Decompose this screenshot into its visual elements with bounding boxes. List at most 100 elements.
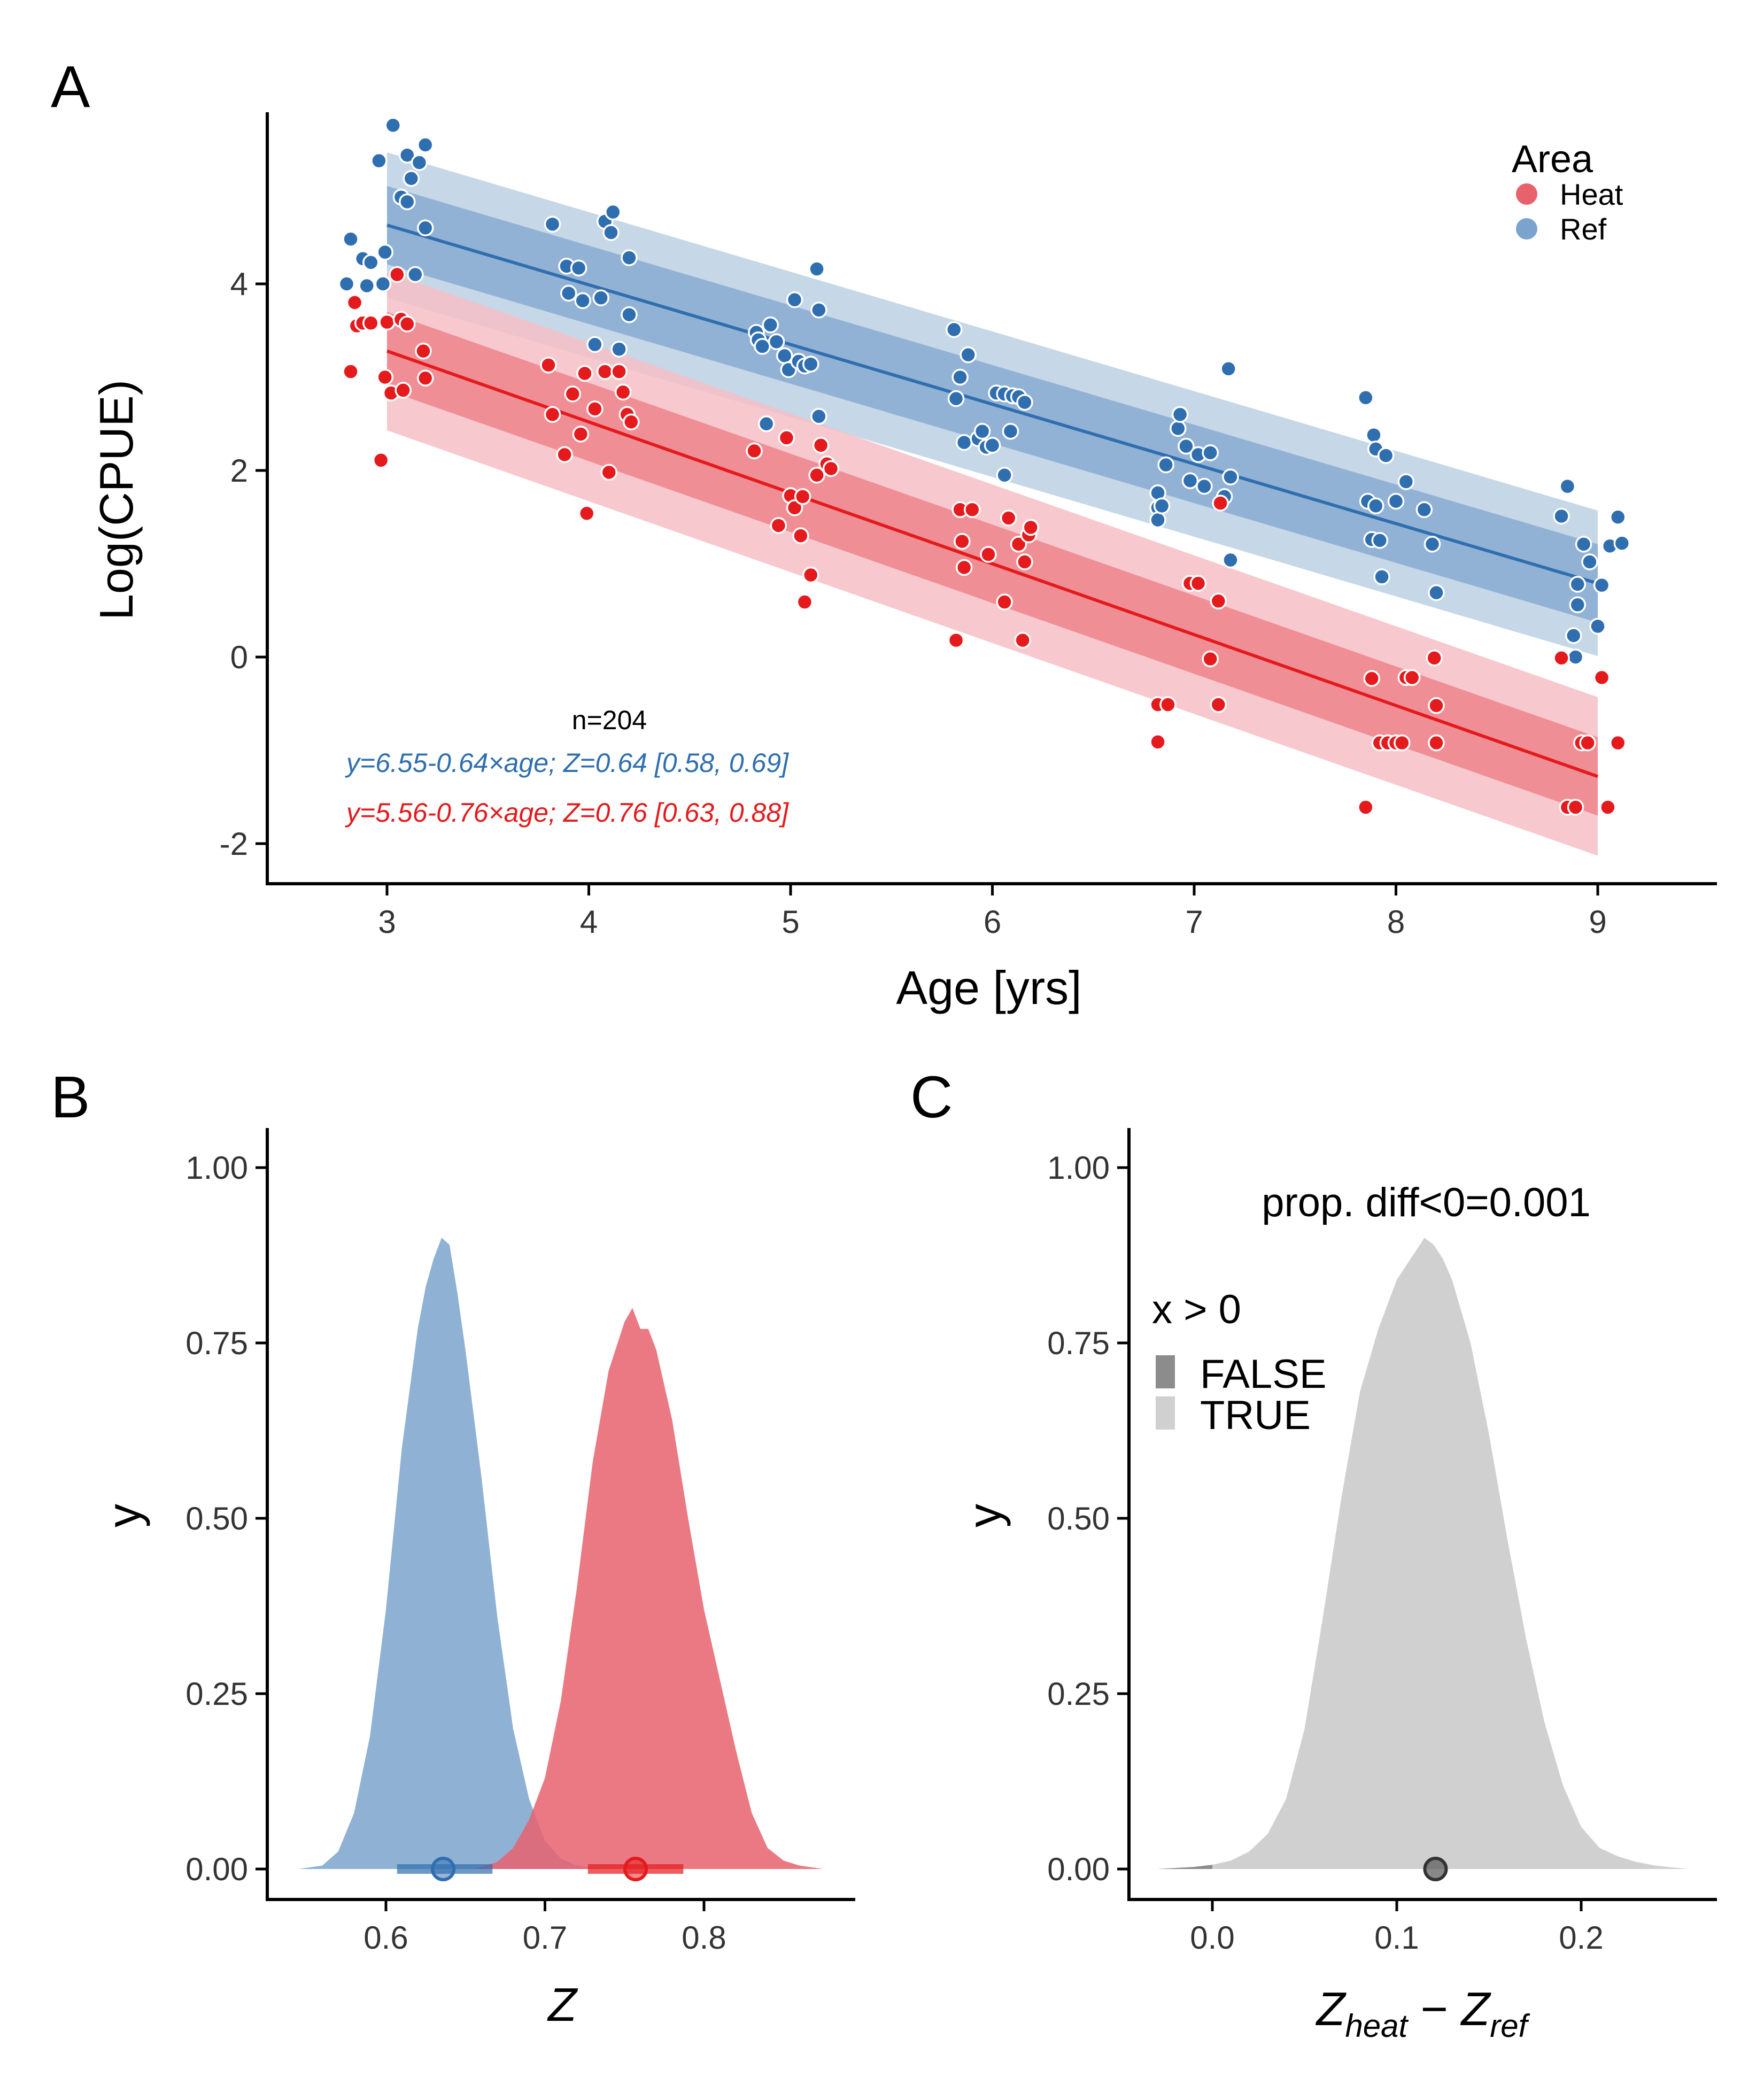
panel-a-x-tick-label: 3 — [378, 904, 396, 940]
panel-b-x-tick-label: 0.8 — [682, 1920, 726, 1956]
panel-a-y-tick-label: 2 — [230, 453, 248, 489]
point-ref — [1222, 551, 1239, 569]
panel-c-y-label: y — [958, 1504, 1011, 1527]
point-heat — [1010, 536, 1027, 553]
point-heat — [964, 501, 981, 519]
point-ref — [754, 338, 771, 355]
point-ref — [1593, 576, 1611, 594]
point-heat — [1357, 799, 1374, 816]
point-ref — [1222, 468, 1239, 485]
point-ref — [621, 306, 638, 323]
point-ref — [1002, 422, 1019, 440]
panel-a-legend: Area Heat Ref — [1512, 138, 1623, 246]
legend-heat-marker — [1516, 183, 1537, 205]
panel-b-ticks: 0.6 0.7 0.8 0.00 0.25 0.50 0.75 1.00 — [185, 1150, 726, 1956]
panel-b-x-label: Z — [547, 1978, 578, 2031]
point-ref — [808, 260, 825, 277]
point-heat — [394, 382, 412, 399]
point-heat — [746, 442, 763, 460]
point-heat — [822, 460, 840, 477]
point-heat — [1599, 799, 1616, 816]
point-heat — [786, 499, 803, 516]
point-ref — [1553, 507, 1570, 525]
point-heat — [1394, 734, 1411, 752]
point-ref — [342, 230, 359, 248]
point-heat — [576, 365, 593, 382]
legend-true-label: TRUE — [1200, 1393, 1311, 1438]
point-heat — [362, 314, 380, 332]
point-heat — [378, 313, 396, 331]
point-ref — [1567, 648, 1584, 666]
legend-ref-label: Ref — [1560, 212, 1607, 246]
point-ref — [1170, 420, 1187, 437]
point-heat — [1428, 734, 1445, 752]
point-heat — [1210, 696, 1227, 713]
point-estimate-heat — [623, 1857, 648, 1881]
panel-a-x-tick-label: 4 — [580, 904, 598, 940]
point-heat — [980, 546, 997, 563]
point-ref — [1575, 536, 1592, 553]
panel-c-density — [1157, 1238, 1689, 1869]
point-heat — [996, 593, 1013, 611]
point-heat — [1567, 799, 1584, 816]
point-heat — [342, 363, 359, 380]
panel-a-ref-equation: y=6.55-0.64×age; Z=0.64 [0.58, 0.69] — [345, 748, 789, 778]
point-ref — [416, 219, 434, 237]
panel-a-x-tick-label: 7 — [1185, 904, 1203, 940]
point-ref — [592, 289, 609, 306]
point-ref — [762, 316, 779, 334]
density-ref — [298, 1238, 601, 1869]
point-ref — [407, 266, 424, 283]
panel-b-intervals — [397, 1857, 684, 1881]
density-diff-true — [1157, 1238, 1689, 1869]
legend-c-title: x > 0 — [1152, 1287, 1241, 1332]
point-heat — [770, 517, 787, 534]
point-ref — [757, 415, 775, 433]
point-heat — [1553, 649, 1570, 667]
point-heat — [1022, 519, 1039, 536]
point-ref — [1565, 627, 1582, 644]
panel-c: C 0.0 0.1 0.2 0.00 0.25 0.50 0.75 1.00 Zheat − … — [910, 1064, 1717, 2044]
point-ref — [960, 346, 977, 364]
point-heat — [1159, 696, 1177, 713]
point-ref — [1016, 393, 1033, 411]
legend-false-key — [1156, 1355, 1175, 1388]
point-ref — [411, 154, 428, 171]
point-ref — [1149, 511, 1166, 529]
point-heat — [372, 452, 390, 469]
density-diff-false — [1157, 1865, 1212, 1869]
point-ref — [574, 292, 591, 310]
panel-a-n-annotation: n=204 — [572, 705, 647, 735]
point-ref — [1157, 456, 1174, 474]
panel-a-y-label: Log(CPUE) — [90, 380, 143, 620]
point-heat — [415, 342, 432, 360]
point-heat — [808, 466, 825, 484]
panel-c-prop-annotation: prop. diff<0=0.001 — [1262, 1180, 1591, 1225]
point-ref — [605, 203, 622, 221]
panel-b-y-tick-label: 0.25 — [185, 1676, 248, 1712]
point-heat — [812, 437, 830, 454]
panel-a-y-tick-label: 0 — [230, 639, 248, 675]
point-heat — [346, 294, 363, 311]
panel-a-x-label: Age [yrs] — [896, 961, 1081, 1014]
point-heat — [623, 413, 640, 431]
point-ref — [560, 284, 577, 302]
panel-c-x-tick-label: 0.2 — [1559, 1920, 1603, 1956]
panel-a-fit-lines — [386, 223, 1598, 778]
point-heat — [947, 631, 965, 649]
point-heat — [1363, 670, 1380, 687]
point-ref — [570, 259, 587, 277]
panel-c-y-tick-label: 0.75 — [1047, 1325, 1110, 1361]
point-heat — [389, 266, 406, 283]
point-ref — [1387, 492, 1405, 510]
point-heat — [794, 488, 811, 505]
point-ref — [399, 146, 416, 164]
point-heat — [792, 527, 809, 544]
legend-true-key — [1156, 1396, 1175, 1430]
legend-heat-label: Heat — [1560, 177, 1623, 211]
point-ref — [951, 368, 969, 386]
panel-b: B 0.6 0.7 0.8 0.00 0.25 0.50 0.75 1.00 Z y — [51, 1064, 855, 2031]
point-ref — [399, 193, 416, 211]
point-heat — [1014, 631, 1031, 649]
